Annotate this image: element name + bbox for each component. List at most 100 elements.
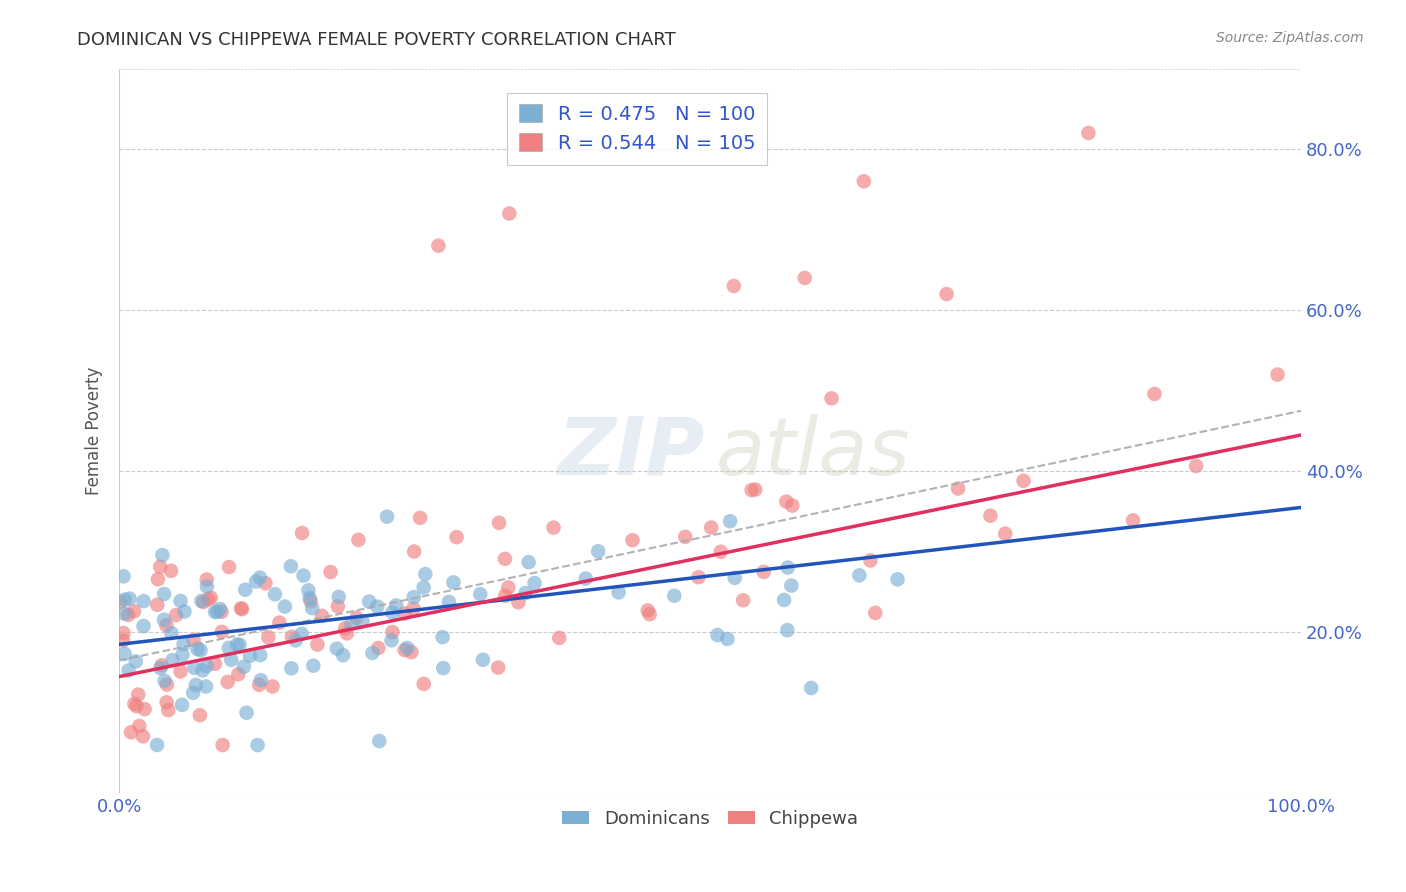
Point (412, 581, 434, 595)
Point (146, 738, 169, 752)
Point (160, 626, 183, 640)
Point (301, 601, 323, 615)
Point (125, 699, 148, 714)
Legend: Dominicans, Chippewa: Dominicans, Chippewa (555, 803, 865, 835)
Point (432, 630, 454, 644)
Point (744, 483, 766, 497)
Point (332, 648, 354, 663)
Point (245, 574, 267, 589)
Point (1122, 513, 1144, 527)
Point (700, 520, 723, 534)
Point (710, 545, 733, 559)
Point (112, 607, 135, 621)
Point (249, 571, 271, 585)
Point (204, 605, 226, 619)
Point (328, 590, 350, 604)
Point (402, 590, 425, 604)
Point (200, 591, 222, 605)
Point (218, 640, 240, 655)
Point (117, 664, 139, 678)
Point (437, 595, 460, 609)
Point (381, 606, 404, 620)
Point (132, 729, 155, 743)
Point (311, 608, 333, 623)
Point (381, 625, 404, 640)
Text: ZIP: ZIP (557, 414, 704, 491)
Point (112, 626, 135, 640)
Point (782, 499, 804, 513)
Point (160, 564, 183, 578)
Point (264, 587, 287, 601)
Point (415, 567, 437, 582)
Point (979, 508, 1001, 523)
Point (352, 614, 374, 628)
Point (114, 647, 136, 661)
Point (409, 511, 432, 525)
Point (523, 576, 546, 591)
Point (250, 673, 273, 688)
Point (359, 594, 381, 608)
Point (412, 677, 434, 691)
Point (239, 648, 262, 663)
Point (149, 559, 172, 574)
Point (586, 544, 609, 558)
Point (486, 660, 509, 674)
Point (716, 632, 738, 646)
Point (367, 640, 389, 655)
Point (443, 575, 465, 590)
Point (229, 601, 252, 615)
Point (257, 630, 280, 644)
Point (153, 587, 176, 601)
Point (149, 661, 172, 675)
Point (638, 607, 661, 622)
Point (1185, 458, 1208, 473)
Point (150, 548, 173, 562)
Point (724, 571, 747, 585)
Point (752, 565, 775, 579)
Point (132, 619, 155, 633)
Point (299, 594, 322, 608)
Point (280, 559, 302, 574)
Point (291, 526, 314, 541)
Point (1143, 387, 1166, 401)
Point (233, 659, 256, 673)
Point (326, 599, 349, 614)
Point (865, 606, 887, 620)
Point (197, 592, 219, 607)
Point (852, 174, 875, 188)
Point (297, 583, 319, 598)
Point (218, 560, 240, 574)
Point (470, 587, 492, 601)
Point (162, 653, 184, 667)
Text: atlas: atlas (716, 414, 911, 491)
Point (1012, 474, 1035, 488)
Point (394, 607, 416, 621)
Point (284, 633, 307, 648)
Point (274, 599, 297, 614)
Point (118, 591, 141, 606)
Point (207, 605, 229, 619)
Point (146, 598, 169, 612)
Point (335, 621, 357, 635)
Point (368, 734, 391, 748)
Point (886, 573, 908, 587)
Point (208, 602, 231, 616)
Point (340, 616, 363, 631)
Point (280, 661, 302, 675)
Point (217, 675, 239, 690)
Point (575, 572, 598, 586)
Y-axis label: Female Poverty: Female Poverty (86, 367, 103, 495)
Point (302, 658, 325, 673)
Point (173, 637, 195, 651)
Point (173, 605, 195, 619)
Point (190, 643, 212, 657)
Point (211, 738, 233, 752)
Point (157, 703, 180, 717)
Point (172, 698, 194, 712)
Point (195, 680, 218, 694)
Point (446, 530, 468, 544)
Point (396, 640, 419, 655)
Point (228, 638, 250, 652)
Point (401, 645, 423, 659)
Point (183, 632, 205, 647)
